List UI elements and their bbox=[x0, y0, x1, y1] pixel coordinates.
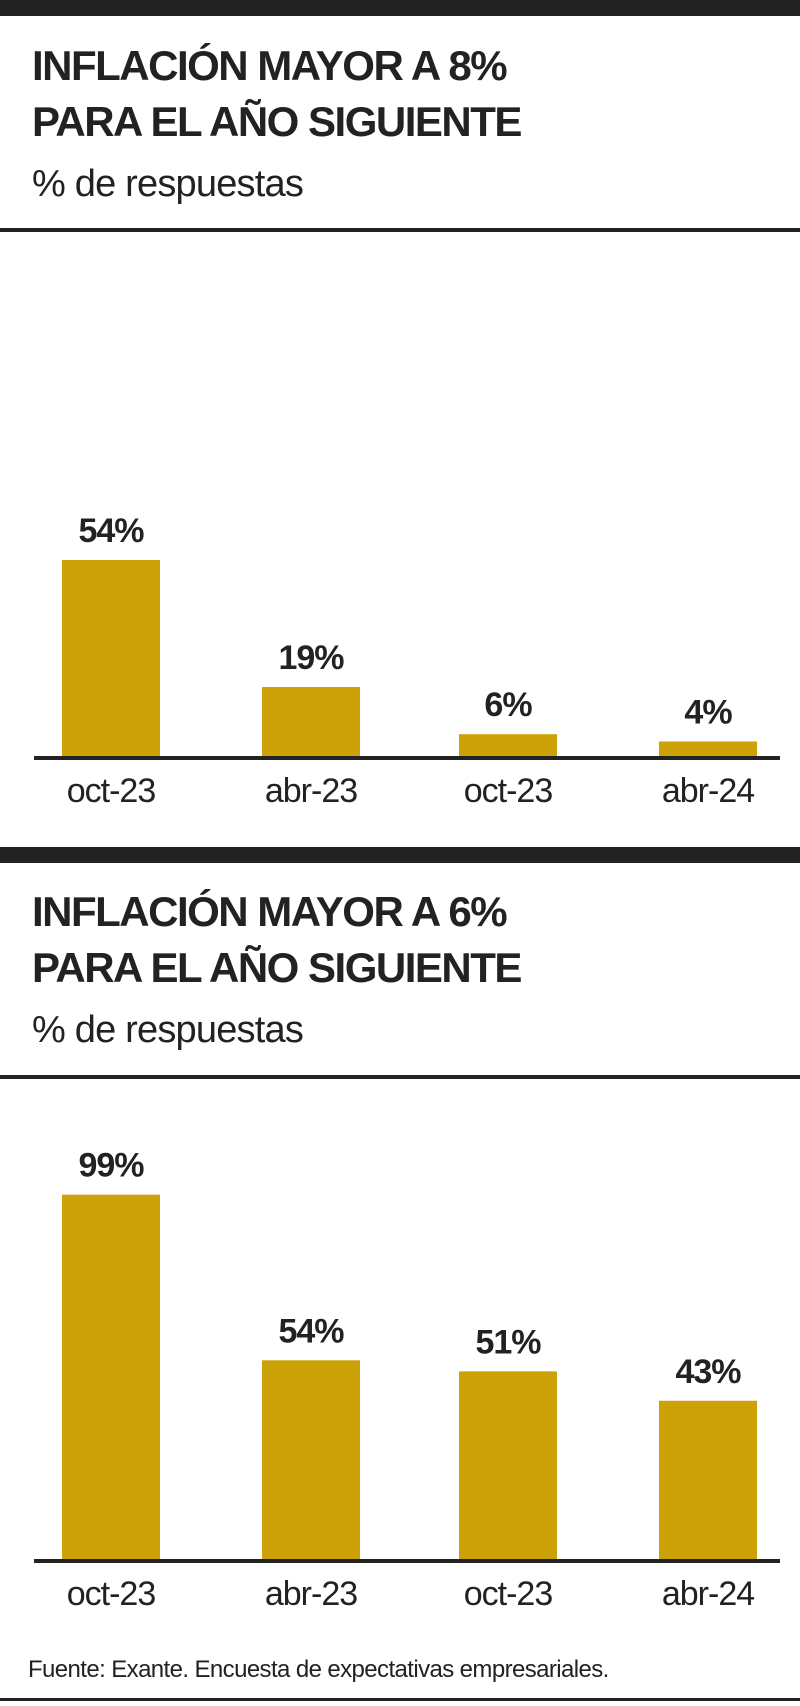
chart2-category-label-4: abr-24 bbox=[662, 1575, 754, 1613]
section-divider bbox=[0, 847, 800, 863]
chart1-bar-1 bbox=[62, 559, 160, 756]
chart1-bar-4 bbox=[659, 741, 757, 756]
chart1-title: INFLACIÓN MAYOR A 8% PARA EL AÑO SIGUIEN… bbox=[32, 38, 522, 150]
chart1-title-line2: PARA EL AÑO SIGUIENTE bbox=[32, 98, 522, 145]
chart1-value-label-1: 54% bbox=[78, 512, 144, 550]
top-rule bbox=[0, 0, 800, 16]
chart2-category-label-1: oct-23 bbox=[67, 1575, 156, 1613]
chart1-category-label-1: oct-23 bbox=[67, 772, 156, 810]
chart2-title-line2: PARA EL AÑO SIGUIENTE bbox=[32, 944, 522, 991]
chart2-bar-4 bbox=[659, 1400, 757, 1559]
source-note: Fuente: Exante. Encuesta de expectativas… bbox=[28, 1656, 609, 1683]
chart2-value-label-3: 51% bbox=[475, 1323, 541, 1361]
chart1-subtitle: % de respuestas bbox=[32, 163, 304, 205]
chart2-category-label-2: abr-23 bbox=[265, 1575, 357, 1613]
chart1-bar-chart: 54% oct-23 19% abr-23 6% oct-23 4% abr-24 bbox=[34, 512, 780, 810]
chart2-value-label-1: 99% bbox=[78, 1147, 144, 1185]
chart1-bar-2 bbox=[262, 687, 360, 756]
chart2-bar-3 bbox=[459, 1371, 557, 1559]
chart2-value-label-2: 54% bbox=[278, 1312, 344, 1350]
chart2-title: INFLACIÓN MAYOR A 6% PARA EL AÑO SIGUIEN… bbox=[32, 884, 522, 996]
chart1-category-label-4: abr-24 bbox=[662, 772, 754, 810]
chart2-header-rule bbox=[0, 1075, 800, 1079]
chart1-bar-3 bbox=[459, 734, 557, 756]
chart2-subtitle: % de respuestas bbox=[32, 1009, 304, 1051]
chart1-value-label-4: 4% bbox=[684, 693, 732, 731]
chart2-value-label-4: 43% bbox=[675, 1353, 741, 1391]
chart2-category-label-3: oct-23 bbox=[464, 1575, 553, 1613]
chart1-category-label-3: oct-23 bbox=[464, 772, 553, 810]
chart1-title-line1: INFLACIÓN MAYOR A 8% bbox=[32, 42, 508, 89]
chart2-bar-2 bbox=[262, 1360, 360, 1559]
chart2-bar-1 bbox=[62, 1194, 160, 1559]
chart1-header-rule bbox=[0, 228, 800, 232]
bottom-rule bbox=[0, 1698, 800, 1701]
chart2-bar-chart: 99% oct-23 54% abr-23 51% oct-23 43% abr-24 bbox=[34, 1147, 780, 1613]
chart1-category-label-2: abr-23 bbox=[265, 772, 357, 810]
chart1-value-label-3: 6% bbox=[484, 686, 532, 724]
chart1-value-label-2: 19% bbox=[278, 639, 344, 677]
chart2-title-line1: INFLACIÓN MAYOR A 6% bbox=[32, 888, 508, 935]
